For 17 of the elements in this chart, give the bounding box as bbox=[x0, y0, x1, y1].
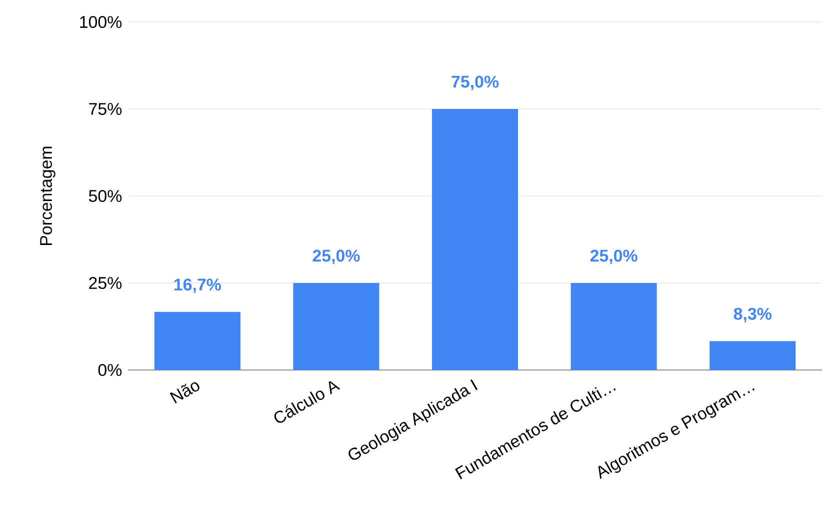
y-tick-label: 50% bbox=[88, 190, 122, 202]
y-tick-label: 0% bbox=[98, 364, 122, 376]
data-label: 16,7% bbox=[174, 278, 221, 294]
y-tick-label: 25% bbox=[89, 277, 122, 289]
data-label: 75,0% bbox=[452, 76, 499, 90]
bar bbox=[154, 312, 240, 370]
y-tick-label: 75% bbox=[89, 103, 122, 115]
bar bbox=[432, 108, 518, 370]
y-tick-label: 100% bbox=[80, 16, 122, 28]
bar bbox=[293, 283, 380, 370]
y-axis-title: Porcentagem bbox=[40, 146, 56, 245]
bar bbox=[710, 341, 796, 370]
data-label: 25,0% bbox=[590, 250, 638, 264]
data-label: 25,0% bbox=[312, 250, 360, 264]
bar bbox=[570, 283, 657, 370]
x-tick-label: Não bbox=[170, 382, 200, 404]
data-label: 8,3% bbox=[734, 308, 772, 322]
